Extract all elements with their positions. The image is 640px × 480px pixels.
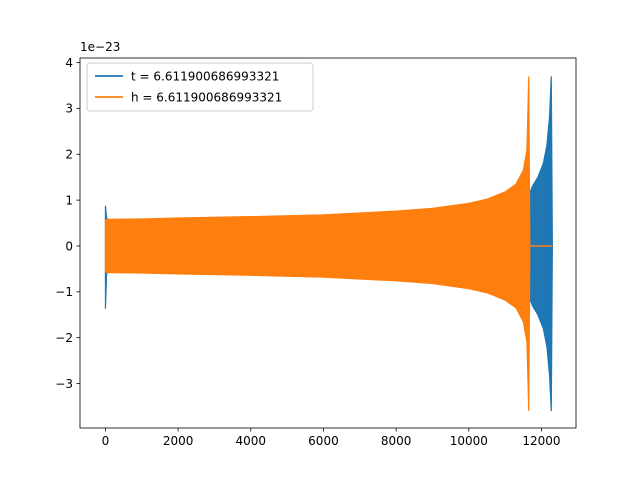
legend: t = 6.611900686993321 h = 6.6119006869933… [86,62,314,112]
y-tick-label: −2 [55,331,73,345]
x-tick-label: 0 [102,434,110,448]
x-tick-label: 10000 [450,434,488,448]
x-axis: 0 2000 4000 6000 8000 10000 12000 [102,428,561,448]
y-offset-label: 1e−23 [80,40,120,54]
y-tick-label: 4 [65,56,73,70]
plot-frame [79,57,577,429]
y-tick-label: −1 [55,285,73,299]
plot-layer [104,76,553,412]
y-axis: −3 −2 −1 0 1 2 3 4 [55,56,80,391]
legend-box [86,62,314,112]
legend-label-1: h = 6.611900686993321 [131,90,282,104]
series-1-waveform [104,76,531,412]
y-tick-label: −3 [55,377,73,391]
series-1 [104,76,553,412]
y-tick-label: 1 [65,193,73,207]
x-tick-label: 6000 [308,434,339,448]
x-tick-label: 4000 [236,434,267,448]
y-tick-label: 0 [65,239,73,253]
y-tick-label: 3 [65,102,73,116]
x-tick-label: 8000 [381,434,412,448]
legend-label-0: t = 6.611900686993321 [131,69,279,83]
y-tick-label: 2 [65,148,73,162]
x-tick-label: 12000 [522,434,560,448]
x-tick-label: 2000 [163,434,194,448]
